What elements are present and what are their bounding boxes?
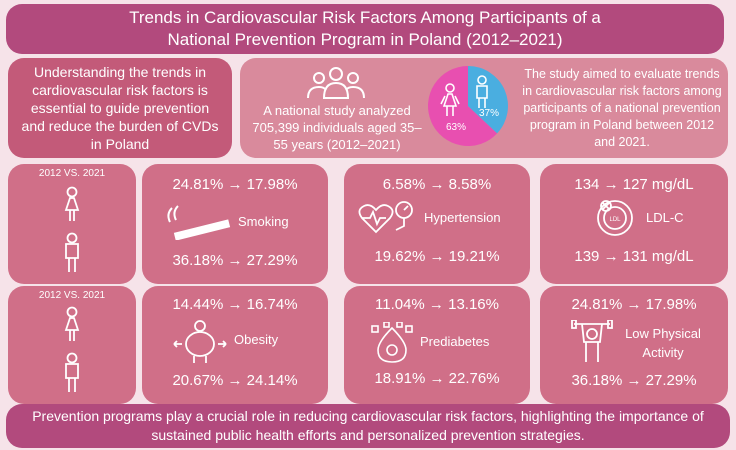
- ldl-label: LDL-C: [646, 210, 684, 225]
- activity-label: Low Physical Activity: [625, 326, 701, 360]
- compare-box-row-2: 2012 VS. 2021: [8, 286, 136, 404]
- ldl-female-value: 134 → 127 mg/dL: [574, 176, 694, 193]
- aim-text: The study aimed to evaluate trends in ca…: [522, 67, 722, 149]
- pie-slice-female: [428, 66, 498, 146]
- blood-pressure-icon: [358, 201, 413, 234]
- smoking-male-value: 36.18% → 27.29%: [172, 252, 298, 269]
- male-icon: [476, 75, 488, 108]
- activity-female-value: 24.81% → 17.98%: [571, 296, 697, 313]
- compare-label: 2012 VS. 2021: [38, 290, 106, 301]
- compare-label: 2012 VS. 2021: [38, 168, 106, 179]
- intro-study-box: A national study analyzed 705,399 indivi…: [240, 58, 728, 158]
- female-icon: [440, 83, 460, 116]
- pie-label-male: 37%: [479, 108, 499, 119]
- card-smoking: 24.81% → 17.98% Smoking 36.18% → 27.29%: [142, 164, 328, 284]
- conclusion-line-1: Prevention programs play a crucial role …: [32, 408, 704, 424]
- conclusion-line-2: sustained public health efforts and pers…: [151, 427, 585, 443]
- female-figure-icon: [64, 306, 80, 341]
- pie-slice-male: [468, 66, 508, 134]
- intro-left-box: Understanding the trends in cardiovascul…: [8, 58, 232, 158]
- smoking-label: Smoking: [238, 214, 289, 229]
- activity-male-value: 36.18% → 27.29%: [571, 372, 697, 389]
- gender-pie-chart: 63% 37%: [428, 66, 508, 146]
- obesity-icon: [173, 320, 227, 363]
- title-line-2: National Prevention Program in Poland (2…: [167, 30, 563, 49]
- conclusion-banner: Prevention programs play a crucial role …: [6, 404, 730, 448]
- card-ldl-c: 134 → 127 mg/dL LDL LDL-C 139 → 131 mg/d…: [540, 164, 728, 284]
- ldl-male-value: 139 → 131 mg/dL: [574, 248, 694, 265]
- smoking-female-value: 24.81% → 17.98%: [172, 176, 298, 193]
- hypertension-female-value: 6.58% → 8.58%: [382, 176, 492, 193]
- card-obesity: 14.44% → 16.74% Obesity 20.67% → 24.14%: [142, 286, 328, 404]
- intro-left-text: Understanding the trends in cardiovascul…: [21, 64, 219, 152]
- exercise-icon: [571, 320, 613, 362]
- prediabetes-male-value: 18.91% → 22.76%: [374, 370, 500, 387]
- prediabetes-label: Prediabetes: [420, 334, 490, 349]
- female-figure-icon: [64, 186, 80, 221]
- card-prediabetes: 11.04% → 13.16% Prediabetes 18.91% → 22.…: [344, 286, 530, 404]
- cholesterol-icon: LDL: [597, 200, 633, 236]
- svg-text:LDL: LDL: [609, 217, 621, 223]
- male-figure-icon: [65, 352, 79, 392]
- title-line-1: Trends in Cardiovascular Risk Factors Am…: [129, 8, 601, 27]
- compare-box-row-1: 2012 VS. 2021: [8, 164, 136, 284]
- card-low-physical-activity: 24.81% → 17.98% Low Physical Activity 36…: [540, 286, 728, 404]
- obesity-label: Obesity: [234, 332, 279, 347]
- male-figure-icon: [65, 232, 79, 272]
- obesity-female-value: 14.44% → 16.74%: [172, 296, 298, 313]
- card-hypertension: 6.58% → 8.58% Hypertension 19.62% → 19.2…: [344, 164, 530, 284]
- cigarette-icon: [167, 205, 231, 240]
- prediabetes-female-value: 11.04% → 13.16%: [375, 296, 499, 313]
- obesity-male-value: 20.67% → 24.14%: [172, 372, 298, 389]
- pie-label-female: 63%: [446, 122, 466, 133]
- people-group-icon: [307, 67, 365, 99]
- glucose-icon: [371, 322, 413, 363]
- title-banner: Trends in Cardiovascular Risk Factors Am…: [6, 4, 724, 54]
- hypertension-label: Hypertension: [424, 210, 501, 225]
- study-text: A national study analyzed 705,399 indivi…: [252, 103, 422, 152]
- hypertension-male-value: 19.62% → 19.21%: [374, 248, 500, 265]
